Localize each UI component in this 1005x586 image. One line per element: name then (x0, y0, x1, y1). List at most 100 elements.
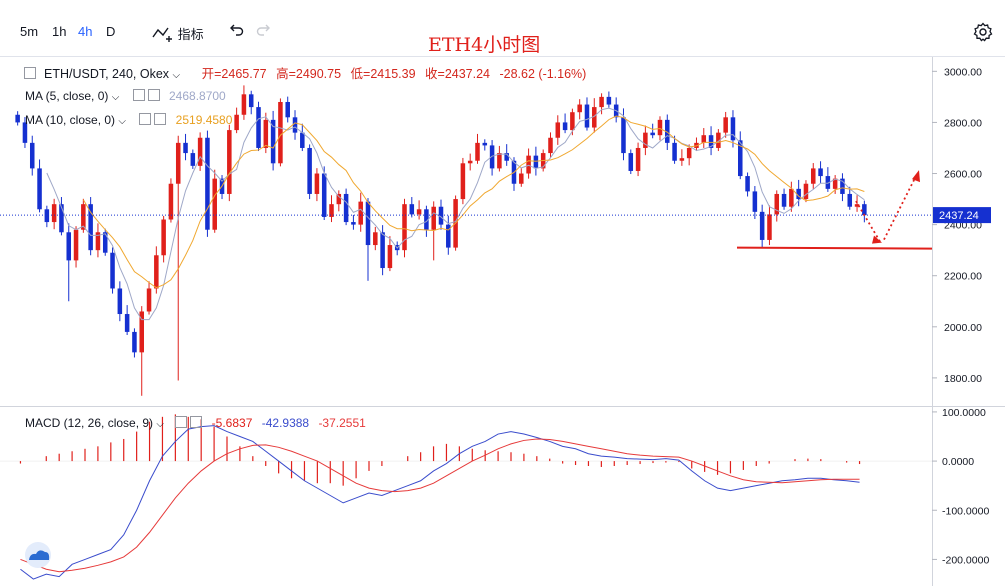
candle-body (650, 132, 655, 136)
close-icon[interactable] (147, 89, 160, 101)
eye-icon[interactable] (175, 416, 188, 428)
candle-body (752, 191, 758, 212)
chart-title: ETH4小时图 (428, 34, 541, 56)
candle-body (774, 193, 780, 215)
candle-body (51, 204, 57, 223)
candle-body (482, 142, 488, 146)
candle-body (365, 201, 371, 246)
macd-tick-label: 100.0000 (942, 407, 986, 419)
candle-body (621, 117, 626, 154)
candle-body (285, 101, 290, 118)
candle-body (672, 142, 677, 161)
symbol-label[interactable]: ETH/USDT, 240, Okex (44, 67, 170, 81)
indicators-label: 指标 (177, 27, 204, 42)
candle-body (818, 168, 823, 177)
candle-body (175, 142, 181, 184)
candle-body (402, 204, 407, 251)
candle-body (803, 183, 809, 200)
macd-legend: MACD (12, 26, close, 9) ⌵ -5.6837 -42.93… (25, 416, 366, 430)
candle-body (847, 193, 853, 207)
candle-body (767, 214, 772, 240)
candle-body (825, 176, 831, 189)
projection-down-arrow (855, 200, 881, 243)
price-tick-label: 2000.00 (944, 322, 982, 334)
candle-body (336, 193, 342, 205)
redo-button[interactable] (256, 22, 272, 41)
candle-body (183, 142, 188, 154)
candle-body (343, 193, 349, 223)
interval-5m[interactable]: 5m (20, 24, 39, 39)
candle-body (723, 117, 728, 133)
ma10-label[interactable]: MA (10, close, 0) (25, 113, 116, 127)
candle-body (475, 142, 480, 161)
candle-body (59, 204, 64, 233)
candle-body (197, 137, 203, 166)
candle-body (526, 155, 531, 174)
candle-body (628, 153, 634, 171)
candle-body (29, 142, 35, 169)
candle-body (745, 176, 750, 192)
chevron-down-icon[interactable]: ⌵ (172, 70, 181, 81)
indicators-button[interactable]: 指标 (152, 24, 204, 43)
candle-body (862, 204, 867, 216)
candle-body (373, 232, 378, 246)
interval-4h[interactable]: 4h (78, 24, 93, 39)
close-icon[interactable] (154, 113, 167, 125)
macd-line-value: -42.9388 (261, 416, 310, 430)
candle-body (248, 94, 254, 108)
interval-d[interactable]: D (106, 24, 116, 39)
candle-body (44, 209, 50, 223)
ma5-label[interactable]: MA (5, close, 0) (25, 89, 109, 103)
candle-body (759, 211, 765, 240)
cloud-logo-shape (29, 550, 50, 560)
macd-signal-line (20, 438, 860, 573)
macd-line (20, 425, 860, 580)
candle-body (124, 314, 130, 332)
price-tick-label: 1800.00 (944, 373, 982, 385)
candle-body (416, 209, 422, 215)
candle-body (190, 153, 196, 166)
candle-body (146, 288, 152, 312)
low-value: 低=2415.39 (350, 67, 416, 81)
candle-body (212, 178, 217, 230)
top-toolbar: 5m 1h 4h D 指标 ETH4小时图 (0, 0, 1005, 56)
interval-1h[interactable]: 1h (52, 24, 67, 39)
candle-body (562, 122, 568, 131)
arrowhead-up (912, 170, 920, 183)
macd-tick-label: -100.0000 (942, 505, 989, 517)
open-value: 开=2465.77 (201, 67, 267, 81)
ma10-legend: MA (10, close, 0) ⌵ 2519.4580 (25, 113, 233, 127)
eye-icon[interactable] (132, 89, 145, 101)
projection-up-arrow (883, 175, 917, 241)
price-tick-label: 2600.00 (944, 169, 982, 181)
candle-body (292, 117, 298, 133)
last-price-tag-label: 2437.24 (939, 210, 979, 222)
candle-body (643, 132, 648, 148)
undo-button[interactable] (228, 22, 244, 41)
candle-body (81, 204, 86, 230)
redo-icon (256, 24, 270, 36)
candle-body (599, 96, 604, 108)
candle-body (840, 178, 845, 194)
candle-body (789, 188, 794, 207)
ma10-line (82, 115, 865, 289)
candle-body (37, 168, 42, 210)
macd-label[interactable]: MACD (12, 26, close, 9) (25, 416, 154, 430)
candle-body (854, 204, 860, 207)
candle-body (796, 188, 801, 200)
candle-body (387, 245, 393, 269)
candle-body (810, 168, 816, 184)
candle-body (161, 219, 166, 256)
gear-icon[interactable] (973, 22, 993, 42)
close-icon[interactable] (190, 416, 203, 428)
candle-body (716, 132, 721, 148)
candle-body (679, 158, 685, 161)
candle-body (234, 114, 239, 131)
eye-icon[interactable] (139, 113, 152, 125)
arrowhead-down (872, 235, 882, 244)
candle-body (139, 311, 144, 353)
candle-body (351, 222, 356, 225)
collapse-icon[interactable] (24, 67, 36, 79)
candle-body (657, 119, 663, 136)
macd-signal-value: -37.2551 (318, 416, 366, 430)
